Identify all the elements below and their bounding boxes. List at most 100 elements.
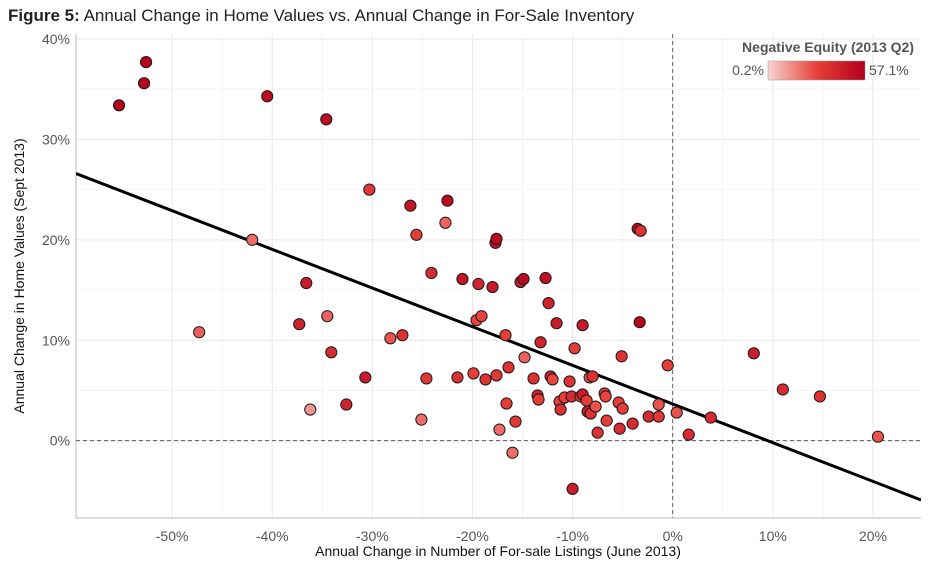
data-point — [384, 332, 397, 345]
reference-lines — [76, 34, 921, 518]
data-point — [704, 411, 717, 424]
x-tick-label: -20% — [456, 528, 489, 544]
data-point — [490, 369, 503, 382]
data-point — [576, 319, 589, 332]
trend-line — [76, 172, 921, 502]
x-tick-label: 0% — [663, 528, 683, 544]
x-tick-label: -40% — [256, 528, 289, 544]
data-point — [137, 77, 151, 90]
data-point — [589, 400, 602, 413]
data-point — [261, 90, 274, 103]
data-point — [586, 370, 599, 383]
data-point — [486, 280, 499, 294]
data-point — [293, 318, 306, 331]
data-point — [776, 383, 789, 396]
x-tick-labels: -50% -40% -30% -20% -10% 0% 10% 20% — [156, 528, 887, 544]
data-point — [554, 403, 567, 416]
data-point — [363, 183, 376, 196]
data-point — [682, 428, 695, 441]
legend-min-label: 0.2% — [732, 62, 764, 78]
data-point — [670, 406, 683, 419]
data-point — [499, 329, 512, 342]
data-point — [139, 56, 153, 69]
x-tick-label: -50% — [156, 528, 189, 544]
x-tick-label: -30% — [356, 528, 389, 544]
data-point — [566, 482, 579, 495]
plot-area — [76, 34, 921, 518]
data-point — [439, 216, 452, 229]
data-point — [542, 297, 555, 310]
trend-line-group — [76, 172, 921, 502]
data-point — [325, 346, 338, 359]
data-point — [563, 375, 576, 388]
data-point — [661, 359, 674, 372]
data-point — [813, 390, 826, 403]
data-point — [539, 271, 552, 285]
data-point — [613, 422, 626, 435]
y-axis-title: Annual Change in Home Values (Sept 2013) — [11, 138, 27, 413]
color-legend: Negative Equity (2013 Q2) 0.2% 57.1% — [732, 39, 914, 81]
data-point — [479, 373, 492, 386]
legend-max-label: 57.1% — [869, 62, 909, 78]
data-point — [500, 397, 513, 410]
data-point — [321, 310, 334, 323]
data-point — [490, 232, 503, 245]
data-point — [475, 310, 488, 323]
data-point — [410, 228, 423, 241]
data-point — [441, 194, 454, 207]
legend-title: Negative Equity (2013 Q2) — [742, 39, 914, 55]
data-point — [546, 373, 559, 386]
data-point — [527, 372, 540, 385]
y-tick-label: 30% — [42, 131, 70, 147]
data-point — [493, 423, 506, 436]
figure-number: Figure 5: — [8, 6, 80, 25]
x-axis-title: Annual Change in Number of For-sale List… — [315, 543, 681, 559]
data-point — [534, 336, 547, 349]
data-points — [112, 56, 885, 495]
data-point — [425, 266, 438, 280]
data-point — [626, 417, 639, 430]
data-point — [404, 199, 417, 212]
x-tick-label: 10% — [759, 528, 787, 544]
y-tick-label: 40% — [42, 31, 70, 47]
data-point — [633, 316, 646, 329]
data-point — [320, 113, 333, 126]
data-point — [467, 367, 480, 380]
data-point — [112, 99, 126, 112]
y-tick-label: 0% — [50, 433, 70, 449]
data-point — [415, 413, 428, 426]
data-point — [304, 403, 317, 416]
data-point — [472, 277, 485, 291]
data-point — [532, 393, 545, 406]
data-point — [600, 414, 613, 427]
data-point — [300, 276, 313, 290]
x-tick-label: 20% — [859, 528, 887, 544]
data-point — [246, 233, 259, 246]
data-point — [518, 351, 531, 364]
data-point — [502, 361, 515, 374]
y-tick-label: 20% — [42, 232, 70, 248]
y-tick-label: 10% — [42, 332, 70, 348]
data-point — [871, 430, 885, 443]
data-point — [634, 224, 647, 237]
data-point — [451, 371, 464, 384]
data-point — [359, 371, 372, 384]
axes — [75, 34, 921, 519]
data-point — [616, 402, 629, 415]
data-point — [652, 398, 665, 411]
x-tick-label: -10% — [556, 528, 589, 544]
data-point — [340, 398, 353, 411]
data-point — [591, 426, 604, 439]
data-point — [599, 390, 612, 403]
data-point — [568, 342, 581, 355]
data-point — [506, 446, 519, 459]
data-point — [396, 329, 409, 342]
y-tick-labels: 0% 10% 20% 30% 40% — [42, 31, 70, 449]
data-point — [420, 372, 433, 385]
data-point — [652, 410, 665, 423]
data-point — [615, 350, 628, 363]
figure-title-text: Annual Change in Home Values vs. Annual … — [83, 6, 635, 25]
data-point — [193, 326, 206, 339]
data-point — [747, 347, 760, 360]
